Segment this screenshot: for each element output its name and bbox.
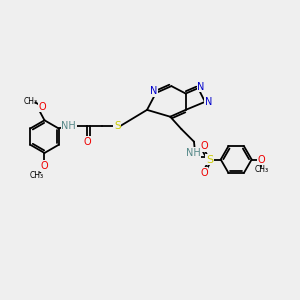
Text: NH: NH	[61, 121, 76, 131]
Text: S: S	[114, 121, 121, 131]
Text: CH₃: CH₃	[24, 97, 38, 106]
Text: S: S	[206, 154, 213, 164]
Text: N: N	[205, 97, 212, 107]
Text: O: O	[200, 141, 208, 152]
Text: O: O	[258, 154, 265, 164]
Text: N: N	[197, 82, 205, 92]
Text: O: O	[41, 161, 48, 171]
Text: O: O	[39, 102, 46, 112]
Text: NH: NH	[186, 148, 200, 158]
Text: O: O	[200, 168, 208, 178]
Text: O: O	[84, 136, 91, 146]
Text: CH₃: CH₃	[254, 164, 268, 173]
Text: N: N	[150, 86, 158, 96]
Text: CH₃: CH₃	[30, 171, 44, 180]
